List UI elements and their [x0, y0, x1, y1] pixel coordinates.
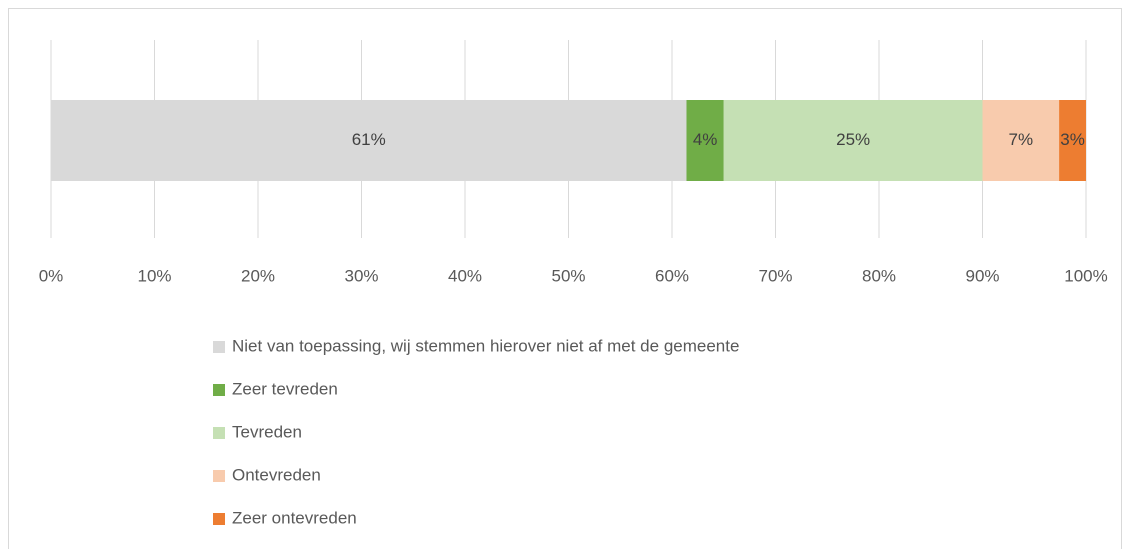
legend-swatch — [213, 341, 225, 353]
legend-swatch — [213, 513, 225, 525]
bar-segment — [982, 100, 1060, 181]
x-tick-label: 50% — [551, 266, 585, 285]
x-tick-label: 70% — [758, 266, 792, 285]
bar-segment — [723, 100, 983, 181]
x-tick-label: 10% — [137, 266, 171, 285]
data-label: 4% — [693, 130, 718, 149]
x-tick-label: 60% — [655, 266, 689, 285]
bar-segment — [686, 100, 724, 181]
x-tick-label: 80% — [862, 266, 896, 285]
bar-segment — [51, 100, 687, 181]
data-label: 3% — [1060, 130, 1085, 149]
x-tick-label: 0% — [39, 266, 64, 285]
legend-label: Tevreden — [232, 422, 302, 441]
chart-frame — [8, 8, 1122, 549]
legend-label: Ontevreden — [232, 465, 321, 484]
legend-swatch — [213, 427, 225, 439]
x-tick-label: 20% — [241, 266, 275, 285]
data-label: 61% — [352, 130, 386, 149]
legend-label: Niet van toepassing, wij stemmen hierove… — [232, 336, 739, 355]
legend-label: Zeer ontevreden — [232, 508, 357, 527]
x-tick-label: 40% — [448, 266, 482, 285]
x-tick-label: 90% — [965, 266, 999, 285]
x-tick-label: 30% — [344, 266, 378, 285]
x-tick-label: 100% — [1064, 266, 1107, 285]
legend-swatch — [213, 470, 225, 482]
data-label: 7% — [1009, 130, 1034, 149]
data-label: 25% — [836, 130, 870, 149]
bar-segment — [1059, 100, 1086, 181]
legend-label: Zeer tevreden — [232, 379, 338, 398]
legend-swatch — [213, 384, 225, 396]
